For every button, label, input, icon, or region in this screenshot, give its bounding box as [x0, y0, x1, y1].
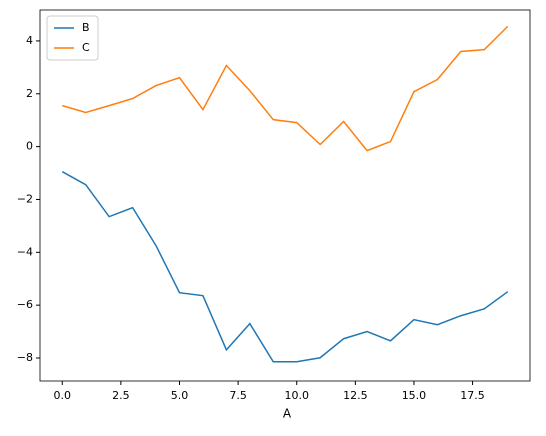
legend-label: B [82, 21, 90, 34]
line-series [62, 25, 509, 152]
y-tick-label: 4 [26, 34, 33, 47]
y-tick-label: −4 [17, 245, 33, 258]
x-tick-label: 10.0 [284, 389, 309, 402]
y-tick-label: −2 [17, 192, 33, 205]
x-axis-label: A [283, 407, 292, 421]
y-tick-label: 2 [26, 87, 33, 100]
x-tick-label: 12.5 [343, 389, 368, 402]
x-tick-label: 2.5 [112, 389, 130, 402]
legend: BC [46, 15, 99, 61]
y-tick-label: −8 [17, 351, 33, 364]
x-tick-label: 0.0 [54, 389, 72, 402]
x-tick-label: 15.0 [402, 389, 427, 402]
x-tick-label: 5.0 [171, 389, 189, 402]
y-tick-label: −6 [17, 298, 33, 311]
x-tick-label: 17.5 [460, 389, 485, 402]
x-tick-label: 7.5 [229, 389, 247, 402]
line-series [61, 171, 509, 363]
legend-frame [46, 15, 99, 61]
y-tick-label: 0 [26, 140, 33, 153]
legend-label: C [82, 41, 90, 54]
plot-frame [39, 9, 531, 382]
